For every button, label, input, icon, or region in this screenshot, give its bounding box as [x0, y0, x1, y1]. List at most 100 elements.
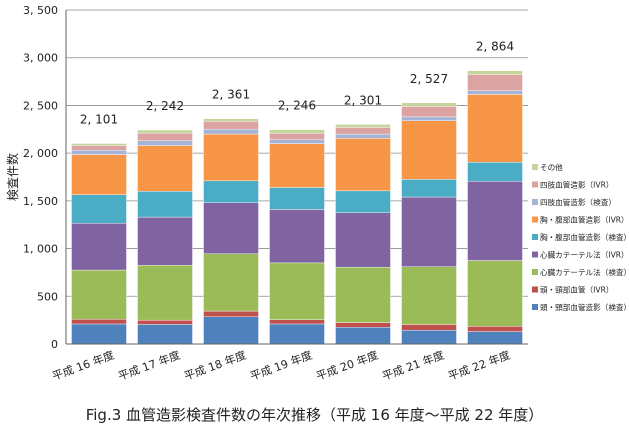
bar-segment: [137, 265, 193, 321]
total-label: 2, 301: [344, 93, 382, 107]
bar-segment: [71, 154, 127, 195]
bar-segment: [71, 323, 127, 345]
bar-stack: [137, 129, 193, 345]
bar-segment: [269, 129, 325, 134]
x-tick-label: 平成 16 年度: [50, 348, 116, 383]
bar-segment: [137, 129, 193, 134]
legend-label: 心臓カテーテル法（IVR）: [540, 250, 629, 260]
bar-segment: [467, 260, 523, 327]
bar-segment: [401, 120, 457, 180]
legend-label: 頭・頸部血管造影（検査）: [540, 302, 629, 312]
bar-segment: [467, 70, 523, 75]
bar-segment: [269, 143, 325, 188]
legend-item: 四肢血管造影（IVR）: [532, 180, 613, 190]
y-tick-label: 500: [37, 290, 58, 303]
bar-segment: [401, 102, 457, 107]
bar-segment: [335, 266, 391, 323]
bar-segment: [203, 253, 259, 312]
bar-stack: [71, 143, 127, 345]
y-tick-label: 2, 500: [23, 99, 58, 112]
bar-segment: [71, 269, 127, 320]
x-axis-ticks: 平成 16 年度 平成 17 年度 平成 18 年度 平成 19 年度 平成 20 年度…: [50, 348, 512, 383]
bar-segment: [71, 143, 127, 146]
bar-segment: [269, 319, 325, 325]
bar-segment: [71, 194, 127, 224]
bar-segment: [335, 327, 391, 345]
legend-label: その他: [540, 162, 563, 172]
legend-swatch: [532, 286, 538, 293]
bar-segment: [137, 140, 193, 146]
total-label: 2, 864: [476, 40, 514, 54]
bar-segment: [467, 94, 523, 163]
bar-segment: [269, 323, 325, 345]
bar-stack: [335, 124, 391, 345]
bar-segment: [401, 106, 457, 118]
bar-segment: [401, 179, 457, 198]
bar-segment: [467, 326, 523, 332]
legend-label: 四肢血管造影（IVR）: [540, 180, 613, 190]
total-label: 2, 527: [410, 72, 448, 86]
bar-segment: [335, 124, 391, 128]
legend-swatch: [532, 269, 538, 275]
y-tick-label: 0: [51, 338, 58, 351]
bar-segment: [203, 202, 259, 255]
total-label: 2, 361: [212, 88, 250, 102]
bar-segment: [137, 216, 193, 266]
legend-item: 四肢血管造影（検査）: [532, 197, 616, 207]
bar-segment: [137, 324, 193, 345]
total-label: 2, 101: [80, 113, 118, 127]
bar-segment: [71, 223, 127, 271]
bar-segment: [269, 209, 325, 264]
chart-svg: 0 500 1, 000 1, 500 2, 000 2, 500 3, 000 3, 500…: [5, 4, 629, 383]
bar-segment: [203, 133, 259, 182]
bar-segment: [71, 318, 127, 325]
total-label: 2, 246: [278, 99, 316, 113]
bar-segment: [137, 145, 193, 192]
bar-stack: [467, 70, 523, 345]
bar-stack: [401, 102, 457, 345]
bar-segment: [269, 139, 325, 144]
bar-segment: [269, 262, 325, 320]
bar-segment: [203, 310, 259, 318]
bar-segment: [401, 116, 457, 121]
bar-segment: [335, 133, 391, 139]
x-tick-label: 平成 17 年度: [116, 348, 182, 383]
bar-segment: [335, 190, 391, 213]
bar-segment: [137, 132, 193, 141]
bar-segment: [467, 181, 523, 261]
legend-item: 頭・頸部血管造影（検査）: [532, 302, 629, 312]
legend-label: 心臓カテーテル法（検査）: [540, 267, 629, 277]
y-tick-label: 3, 500: [23, 4, 58, 17]
legend-swatch: [532, 251, 538, 258]
bar-segment: [203, 118, 259, 122]
y-tick-label: 1, 500: [23, 195, 58, 208]
legend-item: 胸・腹部血管造影（IVR）: [532, 215, 629, 225]
bar-segment: [71, 150, 127, 155]
bars: [71, 70, 523, 345]
bar-stack: [203, 118, 259, 345]
x-tick-label: 平成 20 年度: [314, 348, 380, 383]
bar-segment: [335, 322, 391, 328]
total-label: 2, 242: [146, 99, 184, 113]
legend-item: 胸・腹部血管造影（検査）: [532, 232, 629, 242]
legend-label: 胸・腹部血管造影（IVR）: [540, 215, 629, 225]
legend-label: 頭・頸部血管（IVR）: [540, 285, 613, 295]
legend-item: 頭・頸部血管（IVR）: [532, 285, 613, 295]
legend-swatch: [532, 181, 538, 188]
bar-segment: [467, 162, 523, 182]
legend-swatch: [532, 164, 538, 170]
x-tick-label: 平成 22 年度: [446, 348, 512, 383]
bar-segment: [203, 129, 259, 135]
legend-item: その他: [532, 162, 563, 172]
legend-swatch: [532, 199, 538, 205]
bar-stack: [269, 129, 325, 345]
bar-segment: [203, 180, 259, 203]
legend-swatch: [532, 216, 538, 223]
bar-segment: [401, 196, 457, 267]
legend-item: 心臓カテーテル法（IVR）: [532, 250, 629, 260]
legend-swatch: [532, 304, 538, 310]
y-tick-label: 1, 000: [23, 243, 58, 256]
legend-swatch: [532, 234, 538, 240]
